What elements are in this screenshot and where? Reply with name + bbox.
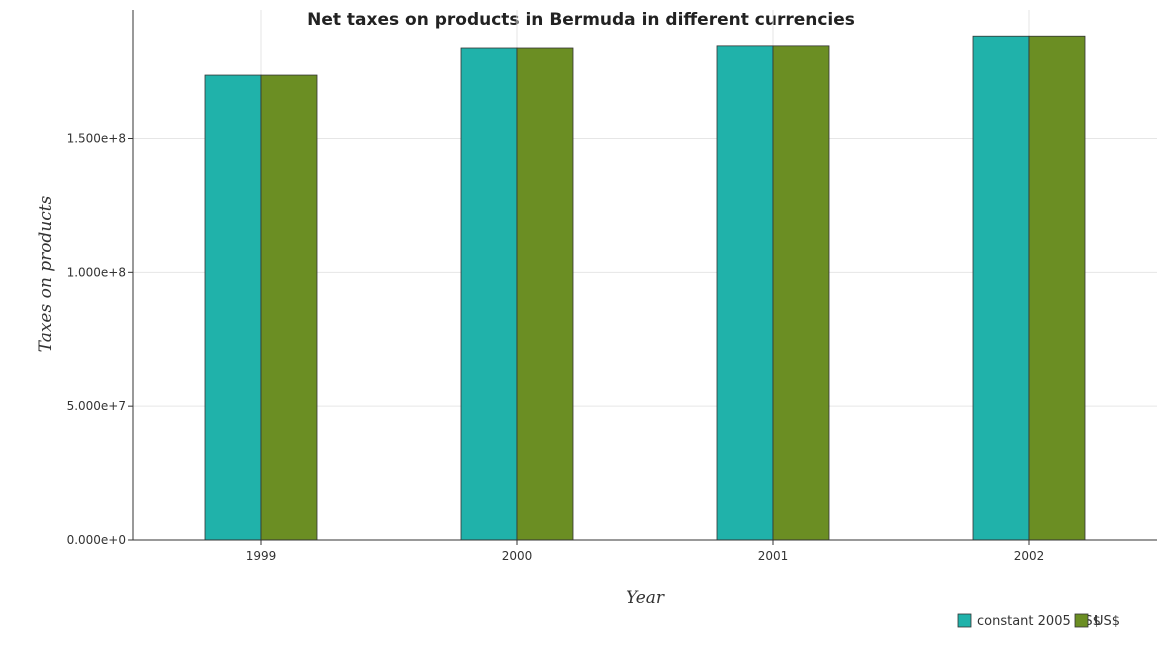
legend-label: constant 2005 US$ [977,614,1101,629]
legend-swatch [957,613,972,628]
y-axis-ticks: 0.000e+0 5.000e+7 1.000e+8 1.500e+8 [67,131,133,547]
legend: constant 2005 US$US$ [957,613,1120,629]
x-tick-label: 2002 [1014,549,1045,563]
bar-constant-2005-usd-2001 [716,45,774,541]
bars [204,35,1086,541]
y-tick-label: 0.000e+0 [67,533,126,547]
bar-constant-2005-usd-2000 [460,47,518,541]
legend-swatch [1074,613,1089,628]
legend-label: US$ [1094,614,1120,629]
x-axis-label: Year [626,588,665,608]
x-tick-label: 2000 [502,549,533,563]
chart-title: Net taxes on products in Bermuda in diff… [307,10,855,30]
y-tick-label: 1.000e+8 [67,265,126,279]
bar-usd-2000 [516,47,574,541]
bar-usd-1999 [260,74,318,541]
y-tick-label: 5.000e+7 [67,399,126,413]
bar-usd-2001 [772,45,830,541]
x-axis-ticks: 1999 2000 2001 2002 [246,540,1045,563]
y-tick-label: 1.500e+8 [67,131,126,145]
x-tick-label: 1999 [246,549,277,563]
bar-usd-2002 [1028,35,1086,541]
bar-constant-2005-usd-1999 [204,74,262,541]
x-tick-label: 2001 [758,549,789,563]
bar-constant-2005-usd-2002 [972,35,1030,541]
y-axis-label: Taxes on products [36,195,56,352]
